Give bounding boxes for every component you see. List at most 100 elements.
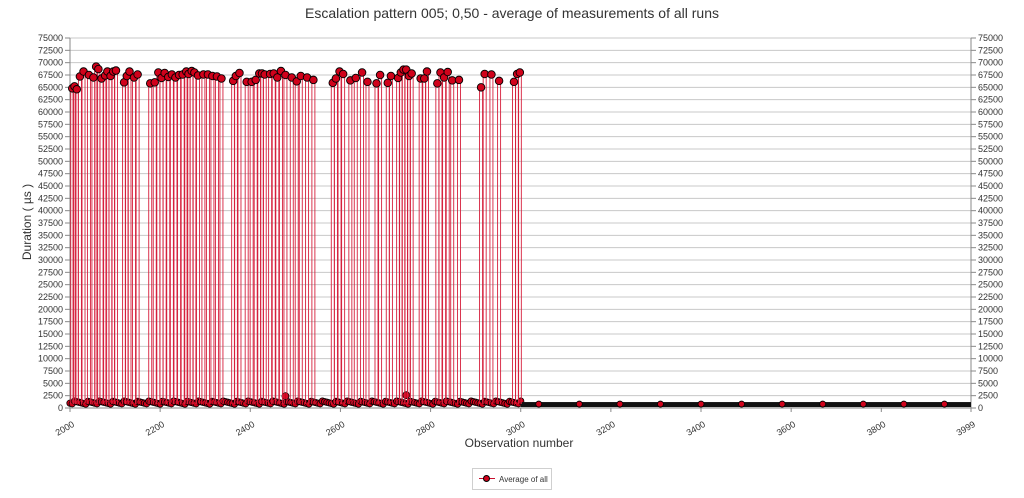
data-point bbox=[372, 79, 381, 88]
data-point bbox=[351, 73, 361, 83]
y-tick-label: 60000 bbox=[38, 107, 63, 117]
y-tick-label: 75000 bbox=[978, 33, 1003, 43]
y-tick-label: 0 bbox=[978, 403, 983, 413]
y-tick-label: 67500 bbox=[38, 70, 63, 80]
data-point bbox=[575, 400, 583, 408]
data-point bbox=[133, 70, 142, 79]
data-point bbox=[494, 76, 504, 86]
data-point bbox=[443, 67, 452, 77]
data-point bbox=[487, 70, 496, 79]
y-tick-label: 10000 bbox=[978, 354, 1003, 364]
y-tick-label: 12500 bbox=[38, 341, 63, 351]
y-axis-title: Duration ( µs ) bbox=[20, 184, 34, 260]
y-tick-label: 60000 bbox=[978, 107, 1003, 117]
data-point bbox=[778, 400, 786, 408]
y-tick-label: 27500 bbox=[38, 267, 63, 277]
y-tick-label: 47500 bbox=[38, 169, 63, 179]
data-point bbox=[616, 400, 624, 408]
data-point bbox=[738, 400, 745, 408]
data-point bbox=[375, 70, 385, 80]
x-tick-label: 2400 bbox=[234, 419, 256, 438]
data-point bbox=[402, 391, 411, 400]
y-tick-label: 37500 bbox=[978, 218, 1003, 228]
y-tick-label: 57500 bbox=[978, 119, 1003, 129]
data-point bbox=[357, 68, 367, 77]
y-tick-label: 25000 bbox=[38, 280, 63, 290]
data-point bbox=[535, 400, 543, 408]
y-tick-label: 7500 bbox=[43, 366, 63, 376]
y-tick-label: 22500 bbox=[38, 292, 63, 302]
x-tick-label: 2000 bbox=[54, 419, 76, 438]
y-tick-label: 17500 bbox=[38, 317, 63, 327]
x-axis: 2000 2200 2400 2600 2800 3000 3200 3400 3600 3800… bbox=[54, 408, 977, 438]
y-tick-label: 35000 bbox=[38, 230, 63, 240]
data-point bbox=[386, 71, 396, 81]
y-tick-label: 42500 bbox=[978, 193, 1003, 203]
legend[interactable]: Average of all bbox=[472, 468, 552, 490]
data-point bbox=[509, 77, 519, 87]
y-tick-label: 42500 bbox=[38, 193, 63, 203]
data-point bbox=[941, 400, 948, 408]
y-tick-label: 67500 bbox=[978, 70, 1003, 80]
data-point bbox=[273, 73, 282, 82]
data-point bbox=[383, 78, 393, 88]
y-tick-label: 62500 bbox=[978, 95, 1003, 105]
y-tick-label: 15000 bbox=[38, 329, 63, 339]
y-tick-label: 37500 bbox=[38, 218, 63, 228]
data-point bbox=[819, 400, 827, 408]
y-tick-label: 35000 bbox=[978, 230, 1003, 240]
y-tick-label: 22500 bbox=[978, 292, 1003, 302]
x-tick-label: 3800 bbox=[865, 419, 887, 438]
data-point bbox=[89, 73, 98, 82]
y-tick-label: 47500 bbox=[978, 169, 1003, 179]
y-tick-label: 7500 bbox=[978, 366, 998, 376]
y-tick-label: 32500 bbox=[978, 243, 1003, 253]
y-tick-label: 45000 bbox=[978, 181, 1003, 191]
y-tick-label: 5000 bbox=[43, 378, 63, 388]
data-point bbox=[476, 83, 486, 92]
y-tick-label: 10000 bbox=[38, 354, 63, 364]
data-point bbox=[331, 74, 341, 83]
y-tick-label: 20000 bbox=[38, 304, 63, 314]
data-point bbox=[309, 75, 318, 85]
y-tick-label: 57500 bbox=[38, 119, 63, 129]
y-tick-label: 40000 bbox=[978, 206, 1003, 216]
y-tick-label: 65000 bbox=[38, 82, 63, 92]
y-tick-label: 70000 bbox=[38, 58, 63, 68]
data-point bbox=[422, 67, 432, 76]
left-y-axis: 0 2500 5000 7500 10000 12500 15000 17500 20000 22… bbox=[38, 33, 71, 413]
y-tick-label: 5000 bbox=[978, 378, 998, 388]
y-tick-label: 72500 bbox=[978, 45, 1003, 55]
y-tick-label: 55000 bbox=[978, 132, 1003, 142]
y-tick-label: 27500 bbox=[978, 267, 1003, 277]
y-tick-label: 40000 bbox=[38, 206, 63, 216]
data-point bbox=[217, 74, 226, 83]
x-tick-label: 2800 bbox=[414, 419, 436, 438]
y-tick-label: 52500 bbox=[978, 144, 1003, 154]
y-tick-label: 2500 bbox=[978, 391, 998, 401]
y-tick-label: 30000 bbox=[38, 255, 63, 265]
y-tick-label: 55000 bbox=[38, 132, 63, 142]
dense-baseline-points bbox=[520, 402, 971, 408]
data-point bbox=[72, 85, 82, 94]
x-tick-label: 3200 bbox=[595, 419, 617, 438]
y-tick-label: 65000 bbox=[978, 82, 1003, 92]
y-tick-label: 45000 bbox=[38, 181, 63, 191]
y-tick-label: 0 bbox=[58, 403, 63, 413]
data-point bbox=[433, 79, 442, 88]
data-point bbox=[697, 400, 705, 408]
y-tick-label: 15000 bbox=[978, 329, 1003, 339]
data-point bbox=[454, 75, 464, 85]
x-tick-label: 3400 bbox=[685, 419, 707, 438]
data-point bbox=[251, 75, 260, 85]
y-tick-label: 52500 bbox=[38, 144, 63, 154]
y-tick-label: 2500 bbox=[43, 391, 63, 401]
data-point bbox=[94, 64, 103, 74]
chart-title: Escalation pattern 005; 0,50 - average o… bbox=[305, 5, 719, 21]
data-point bbox=[338, 69, 348, 79]
data-point bbox=[235, 68, 244, 78]
data-point bbox=[111, 66, 121, 75]
data-point bbox=[657, 400, 664, 408]
y-tick-label: 32500 bbox=[38, 243, 63, 253]
